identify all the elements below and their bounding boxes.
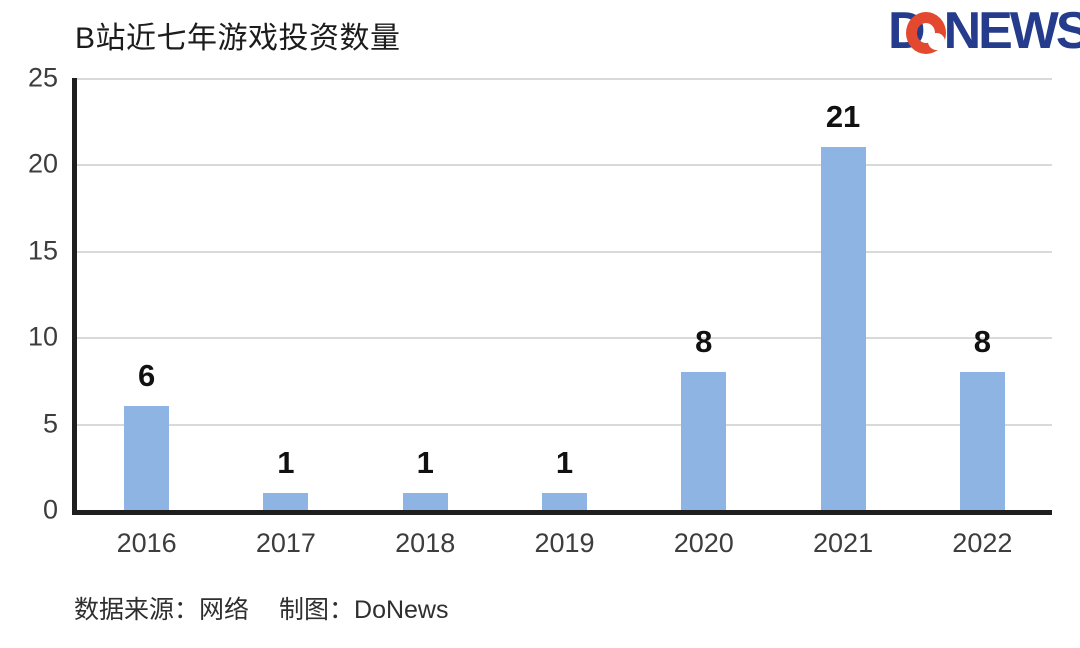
gridline-25: [77, 78, 1052, 80]
footer: 数据来源：网络 制图：DoNews: [74, 590, 449, 626]
y-tick-label-10: 10: [27, 321, 58, 352]
bar-2022: [959, 371, 1005, 510]
bar-2018: [402, 492, 448, 510]
x-axis: 2016 2017 2018 2019 2020 2021 2022: [77, 528, 1052, 564]
x-tick-label-2016: 2016: [116, 528, 177, 558]
x-tick-label-2019: 2019: [534, 528, 595, 558]
donews-logo: D NEWS: [888, 2, 1080, 60]
gridline-20: [77, 164, 1052, 167]
bar-value-label-2022: 8: [973, 323, 991, 359]
bar-value-label-2020: 8: [695, 323, 713, 359]
y-axis: 0 5 10 15 20 25: [0, 63, 58, 525]
y-tick-label-25: 25: [27, 62, 58, 93]
bar-value-label-2018: 1: [416, 444, 434, 480]
y-tick-label-0: 0: [42, 494, 58, 525]
y-tick-label-5: 5: [42, 408, 58, 439]
x-tick-label-2020: 2020: [673, 528, 734, 558]
page-title: B站近七年游戏投资数量: [75, 22, 401, 55]
bar-2020: [681, 371, 727, 510]
plot-area: 6 1 1 1 8 21 8: [72, 78, 1052, 515]
gridline-10: [77, 337, 1052, 340]
x-tick-label-2018: 2018: [395, 528, 456, 558]
x-tick-label-2017: 2017: [255, 528, 316, 558]
bar-2021: [820, 147, 866, 510]
bar-2019: [542, 492, 587, 510]
bar-value-label-2021: 21: [825, 99, 861, 135]
bar-2016: [124, 406, 170, 510]
logo-o-ring-icon: [905, 12, 946, 54]
bar-2017: [263, 492, 309, 510]
bar-value-label-2017: 1: [277, 444, 295, 480]
bar-value-label-2016: 6: [138, 358, 156, 394]
footer-source: 数据来源：网络: [74, 596, 250, 624]
logo-bubble-icon: [927, 33, 945, 50]
y-tick-label-20: 20: [27, 148, 58, 179]
bar-value-label-2019: 1: [555, 444, 574, 480]
footer-credit: 制图：DoNews: [279, 596, 449, 624]
x-tick-label-2021: 2021: [813, 528, 874, 558]
gridline-15: [77, 250, 1052, 253]
gridline-5: [77, 423, 1052, 426]
x-tick-label-2022: 2022: [952, 528, 1013, 558]
logo-letters-news: NEWS: [943, 2, 1080, 60]
y-tick-label-15: 15: [27, 235, 58, 266]
